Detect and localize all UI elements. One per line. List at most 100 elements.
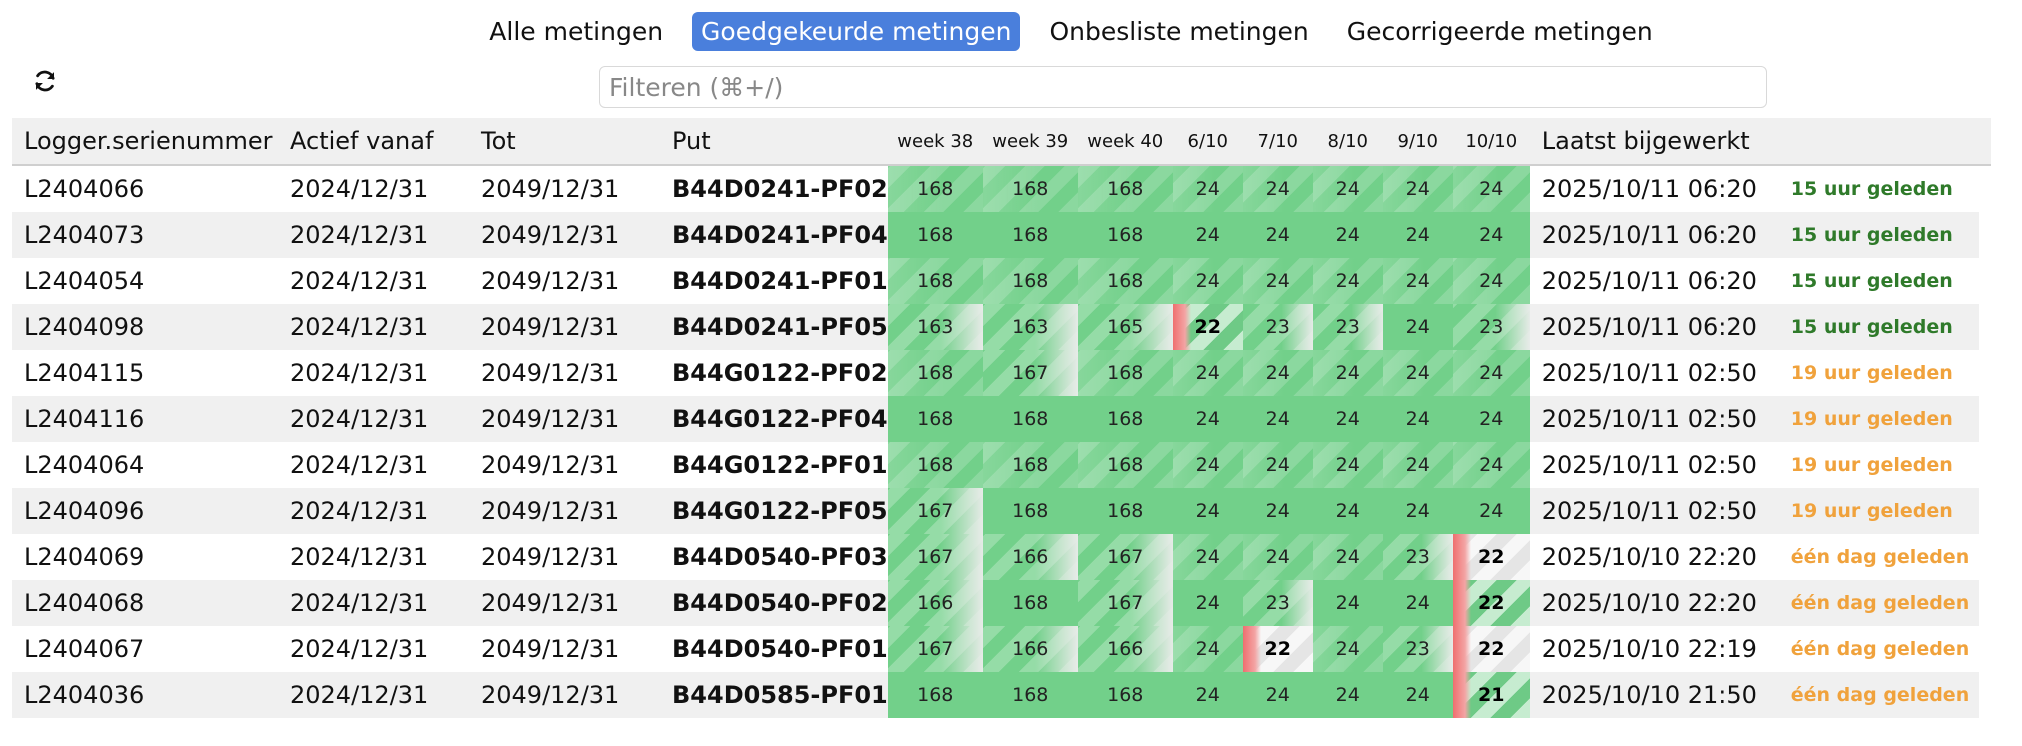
header-period[interactable]: week 38 bbox=[887, 118, 983, 166]
measurement-count-cell: 24 bbox=[1382, 580, 1453, 626]
table-row[interactable]: L2404116 2024/12/31 2049/12/31 B44G0122-PF0… bbox=[12, 396, 1991, 442]
measurement-count-cell: 168 bbox=[982, 165, 1078, 212]
updated-cell: 2025/10/10 21:50 bbox=[1529, 672, 1777, 718]
measurement-count-cell: 24 bbox=[1382, 488, 1453, 534]
put-cell: B44D0241-PF02 bbox=[672, 175, 888, 203]
measurement-count-cell: 168 bbox=[1077, 350, 1173, 396]
table-row[interactable]: L2404066 2024/12/31 2049/12/31 B44D0241-PF0… bbox=[12, 165, 1991, 212]
updated-ago-badge: 15 uur geleden bbox=[1776, 212, 1979, 258]
header-put[interactable]: Put bbox=[660, 118, 888, 166]
measurement-count-cell: 24 bbox=[1242, 258, 1313, 304]
active-from-cell: 2024/12/31 bbox=[290, 359, 429, 387]
serial-cell: L2404073 bbox=[12, 212, 278, 258]
updated-cell: 2025/10/11 02:50 bbox=[1529, 488, 1777, 534]
measurement-count-cell: 163 bbox=[887, 304, 983, 350]
tab-goedgekeurde-metingen[interactable]: Goedgekeurde metingen bbox=[692, 11, 1021, 51]
measurement-count-cell: 24 bbox=[1312, 396, 1383, 442]
updated-ago-badge: 15 uur geleden bbox=[1776, 304, 1979, 350]
header-period[interactable]: week 40 bbox=[1077, 118, 1173, 166]
measurement-count-cell: 24 bbox=[1242, 442, 1313, 488]
updated-ago-badge: 15 uur geleden bbox=[1790, 178, 1953, 200]
updated-ago-badge: 19 uur geleden bbox=[1790, 362, 1953, 384]
measurement-count-cell: 168 bbox=[1077, 258, 1173, 304]
measurement-count-cell: 24 bbox=[1382, 258, 1453, 304]
measurement-count-cell: 167 bbox=[1077, 534, 1173, 580]
measurement-count-cell: 168 bbox=[1077, 442, 1173, 488]
active-from-cell: 2024/12/31 bbox=[278, 580, 469, 626]
serial-cell: L2404067 bbox=[24, 635, 145, 663]
measurement-count-cell: 24 bbox=[1452, 212, 1530, 258]
table-row[interactable]: L2404068 2024/12/31 2049/12/31 B44D0540-PF0… bbox=[12, 580, 1991, 626]
measurement-count-cell: 24 bbox=[1382, 165, 1453, 212]
header-period[interactable]: 7/10 bbox=[1242, 118, 1313, 166]
table-row[interactable]: L2404115 2024/12/31 2049/12/31 B44G0122-PF0… bbox=[12, 350, 1991, 396]
measurement-count-cell: 166 bbox=[982, 626, 1078, 672]
table-row[interactable]: L2404054 2024/12/31 2049/12/31 B44D0241-PF0… bbox=[12, 258, 1991, 304]
measurement-count-cell: 24 bbox=[1242, 212, 1313, 258]
measurement-count-cell: 24 bbox=[1312, 212, 1383, 258]
measurement-count-cell: 24 bbox=[1312, 534, 1383, 580]
measurement-count-cell: 24 bbox=[1452, 396, 1530, 442]
table-header-row: Logger.serienummer Actief vanaf Tot Put … bbox=[12, 118, 1991, 166]
measurement-count-cell: 24 bbox=[1312, 165, 1383, 212]
measurement-count-cell: 24 bbox=[1312, 488, 1383, 534]
active-from-cell: 2024/12/31 bbox=[290, 543, 429, 571]
active-from-cell: 2024/12/31 bbox=[278, 304, 469, 350]
table-row[interactable]: L2404069 2024/12/31 2049/12/31 B44D0540-PF0… bbox=[12, 534, 1991, 580]
refresh-icon bbox=[35, 70, 55, 92]
measurement-count-cell: 24 bbox=[1172, 442, 1243, 488]
active-from-cell: 2024/12/31 bbox=[290, 175, 429, 203]
put-cell: B44G0122-PF05 bbox=[660, 488, 888, 534]
to-cell: 2049/12/31 bbox=[469, 212, 660, 258]
table-row[interactable]: L2404073 2024/12/31 2049/12/31 B44D0241-PF0… bbox=[12, 212, 1991, 258]
measurement-count-cell: 167 bbox=[1077, 580, 1173, 626]
measurement-count-cell: 24 bbox=[1312, 442, 1383, 488]
to-cell: 2049/12/31 bbox=[469, 304, 660, 350]
to-cell: 2049/12/31 bbox=[481, 543, 620, 571]
table-row[interactable]: L2404098 2024/12/31 2049/12/31 B44D0241-PF0… bbox=[12, 304, 1991, 350]
filter-input[interactable] bbox=[599, 66, 1767, 108]
header-period[interactable]: 9/10 bbox=[1382, 118, 1453, 166]
measurement-count-cell: 167 bbox=[887, 534, 983, 580]
table-row[interactable]: L2404036 2024/12/31 2049/12/31 B44D0585-PF0… bbox=[12, 672, 1991, 718]
to-cell: 2049/12/31 bbox=[481, 451, 620, 479]
tab-gecorrigeerde-metingen[interactable]: Gecorrigeerde metingen bbox=[1346, 16, 1653, 46]
measurement-count-cell: 22 bbox=[1452, 534, 1530, 580]
measurement-count-cell: 24 bbox=[1172, 212, 1243, 258]
measurement-tabs: Alle metingen Goedgekeurde metingen Onbe… bbox=[0, 10, 2022, 52]
header-period[interactable]: 8/10 bbox=[1312, 118, 1383, 166]
table-row[interactable]: L2404064 2024/12/31 2049/12/31 B44G0122-PF0… bbox=[12, 442, 1991, 488]
to-cell: 2049/12/31 bbox=[481, 267, 620, 295]
header-period[interactable]: 10/10 bbox=[1452, 118, 1530, 166]
measurement-count-cell: 163 bbox=[982, 304, 1078, 350]
header-period[interactable]: 6/10 bbox=[1172, 118, 1243, 166]
updated-cell: 2025/10/11 02:50 bbox=[1541, 359, 1757, 387]
header-period[interactable]: week 39 bbox=[982, 118, 1078, 166]
tab-alle-metingen[interactable]: Alle metingen bbox=[489, 16, 664, 46]
put-cell: B44D0540-PF02 bbox=[660, 580, 888, 626]
updated-ago-badge: één dag geleden bbox=[1776, 580, 1979, 626]
row-filler bbox=[1978, 672, 1991, 718]
measurement-count-cell: 167 bbox=[887, 626, 983, 672]
measurement-count-cell: 23 bbox=[1382, 626, 1453, 672]
header-serial[interactable]: Logger.serienummer bbox=[12, 118, 278, 166]
tab-onbesliste-metingen[interactable]: Onbesliste metingen bbox=[1049, 16, 1309, 46]
row-filler bbox=[1978, 626, 1991, 672]
table-row[interactable]: L2404067 2024/12/31 2049/12/31 B44D0540-PF0… bbox=[12, 626, 1991, 672]
measurement-count-cell: 168 bbox=[887, 350, 983, 396]
header-updated[interactable]: Laatst bijgewerkt bbox=[1529, 118, 1777, 166]
measurement-count-cell: 166 bbox=[1077, 626, 1173, 672]
measurement-count-cell: 168 bbox=[887, 442, 983, 488]
updated-cell: 2025/10/10 22:20 bbox=[1529, 580, 1777, 626]
put-cell: B44D0540-PF01 bbox=[672, 635, 888, 663]
row-filler bbox=[1978, 165, 1991, 212]
refresh-button[interactable] bbox=[30, 66, 60, 96]
header-to[interactable]: Tot bbox=[469, 118, 660, 166]
updated-cell: 2025/10/10 22:19 bbox=[1541, 635, 1757, 663]
table-row[interactable]: L2404096 2024/12/31 2049/12/31 B44G0122-PF0… bbox=[12, 488, 1991, 534]
active-from-cell: 2024/12/31 bbox=[290, 451, 429, 479]
header-active-from[interactable]: Actief vanaf bbox=[278, 118, 469, 166]
measurement-count-cell: 23 bbox=[1242, 580, 1313, 626]
row-filler bbox=[1978, 350, 1991, 396]
serial-cell: L2404036 bbox=[12, 672, 278, 718]
